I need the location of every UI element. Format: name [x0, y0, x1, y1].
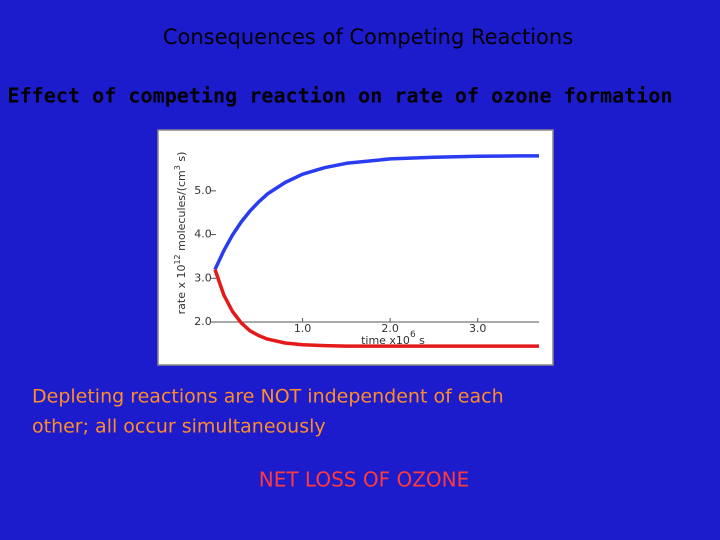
- y-tick-label: 2.0: [194, 315, 212, 328]
- superscript: 3: [173, 165, 182, 170]
- label-part: molecules/(cm: [175, 170, 188, 254]
- label-part: s: [416, 334, 425, 347]
- chart-panel: [157, 129, 554, 366]
- y-tick-label: 4.0: [194, 228, 212, 241]
- subtitle: Effect of competing reaction on rate of …: [8, 84, 673, 108]
- note-line: Depleting reactions are NOT independent …: [32, 386, 504, 408]
- slide-title: Consequences of Competing Reactions: [163, 25, 573, 49]
- superscript: 6: [410, 330, 416, 340]
- label-part: time x10: [361, 334, 410, 347]
- y-axis-label: rate x 1012 molecules/(cm3 s): [173, 152, 189, 315]
- label-part: rate x 10: [175, 265, 188, 315]
- label-part: s): [175, 152, 188, 166]
- y-tick-label: 3.0: [194, 271, 212, 284]
- plot: 2.0 3.0 4.0 5.0 1.0 2.0 3.0 rate x 1012 molecul…: [173, 152, 539, 348]
- note-line: other; all occur simultaneously: [32, 416, 326, 438]
- conclusion: NET LOSS OF OZONE: [259, 468, 469, 492]
- x-axis-label: time x106 s: [361, 330, 425, 348]
- series-line: [213, 268, 539, 348]
- x-tick-label: 3.0: [469, 322, 487, 335]
- y-tick-label: 5.0: [194, 184, 212, 197]
- x-tick-label: 1.0: [294, 322, 312, 335]
- x-tick-label: 2.0: [381, 322, 399, 335]
- superscript: 12: [173, 254, 182, 264]
- series-line: [213, 154, 539, 271]
